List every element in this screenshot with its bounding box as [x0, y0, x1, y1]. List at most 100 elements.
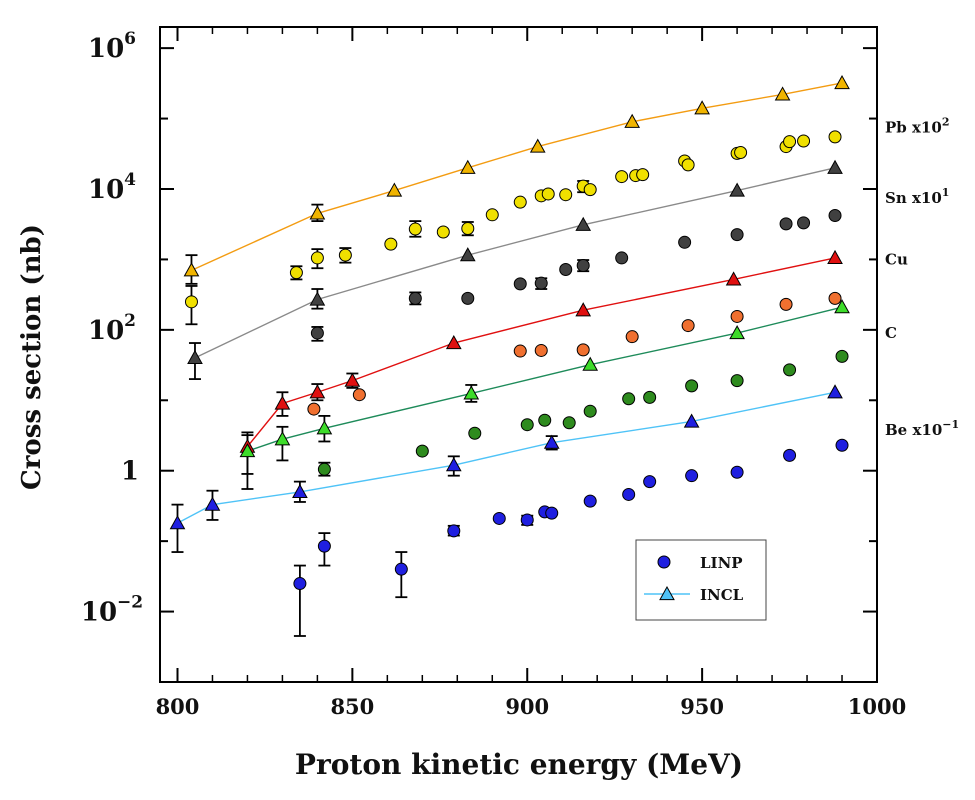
- y-tick-label: 102: [88, 311, 136, 346]
- linp-point: [615, 251, 629, 265]
- linp-point: [513, 195, 527, 209]
- linp-point: [415, 444, 429, 458]
- series-label: C: [885, 324, 897, 342]
- linp-point: [562, 416, 576, 430]
- linp-point: [622, 487, 636, 501]
- linp-point: [730, 228, 744, 242]
- linp-point: [184, 295, 198, 309]
- incl-point: [683, 413, 700, 428]
- incl-point: [725, 271, 742, 286]
- linp-point: [685, 379, 699, 393]
- linp-point: [492, 511, 506, 525]
- incl-point: [292, 483, 308, 499]
- linp-point: [779, 297, 793, 311]
- linp-point: [783, 448, 797, 462]
- incl-point: [445, 334, 462, 350]
- linp-point: [468, 426, 482, 440]
- incl-point: [445, 457, 462, 472]
- x-axis-title: Proton kinetic energy (MeV): [295, 748, 743, 781]
- linp-point: [310, 326, 324, 340]
- linp-point: [447, 524, 461, 538]
- linp-point: [513, 344, 527, 358]
- incl-point: [274, 431, 291, 446]
- x-tick-label: 1000: [848, 694, 906, 719]
- x-tick-label: 800: [156, 694, 200, 719]
- incl-point: [309, 384, 326, 399]
- linp-point: [583, 404, 597, 418]
- incl-point: [827, 159, 843, 174]
- linp-point: [678, 235, 692, 249]
- linp-point: [317, 462, 331, 476]
- linp-point: [307, 402, 321, 416]
- linp-point: [534, 276, 548, 290]
- linp-point: [685, 469, 699, 483]
- y-axis-title: Cross section (nb): [17, 224, 47, 490]
- linp-point: [625, 330, 639, 344]
- linp-point: [338, 248, 352, 262]
- legend-incl-marker: [659, 585, 675, 601]
- linp-point: [783, 135, 797, 149]
- linp-point: [615, 170, 629, 184]
- x-tick-label: 850: [330, 694, 374, 719]
- linp-point: [734, 145, 748, 159]
- incl-point: [575, 302, 592, 317]
- incl-point: [624, 113, 641, 128]
- linp-point: [779, 217, 793, 231]
- plot-frame: [159, 26, 878, 683]
- incl-point: [386, 182, 403, 197]
- series-label: Sn x101: [885, 186, 949, 207]
- linp-point: [622, 392, 636, 406]
- incl-point: [729, 182, 745, 197]
- linp-point: [513, 277, 527, 291]
- linp-point: [394, 562, 408, 576]
- legend-linp-label: LINP: [700, 554, 743, 572]
- linp-point: [408, 222, 422, 236]
- linp-point: [293, 577, 307, 591]
- incl-point: [204, 496, 221, 511]
- y-tick-label: 104: [88, 170, 136, 205]
- incl-point: [344, 372, 361, 387]
- y-tick-label: 10−2: [81, 593, 143, 628]
- linp-point: [583, 183, 597, 197]
- linp-point: [485, 208, 499, 222]
- linp-point: [828, 130, 842, 144]
- linp-point: [538, 413, 552, 427]
- incl-line: [194, 167, 836, 359]
- linp-point: [730, 374, 744, 388]
- linp-point: [681, 158, 695, 172]
- linp-point: [545, 506, 559, 520]
- incl-point: [529, 138, 546, 153]
- x-tick-label: 900: [505, 694, 549, 719]
- series-label: Pb x102: [885, 115, 949, 136]
- linp-point: [643, 475, 657, 489]
- incl-point: [827, 384, 843, 399]
- linp-point: [730, 309, 744, 323]
- linp-point: [461, 291, 475, 305]
- incl-line: [247, 306, 843, 452]
- incl-point: [239, 443, 256, 458]
- linp-point: [289, 266, 303, 280]
- legend-linp-marker: [657, 555, 671, 569]
- incl-point: [729, 325, 745, 340]
- legend-incl-label: INCL: [700, 586, 744, 604]
- linp-point: [310, 251, 324, 265]
- linp-point: [636, 168, 650, 182]
- linp-point: [520, 513, 534, 527]
- x-tick-label: 950: [680, 694, 724, 719]
- incl-point: [575, 216, 592, 231]
- linp-point: [583, 494, 597, 508]
- incl-point: [582, 356, 599, 371]
- linp-point: [352, 388, 366, 402]
- linp-point: [576, 258, 590, 272]
- y-tick-label: 1: [121, 457, 139, 487]
- linp-point: [783, 363, 797, 377]
- incl-point: [459, 247, 476, 262]
- linp-point: [461, 221, 475, 235]
- incl-point: [543, 434, 560, 449]
- linp-point: [835, 349, 849, 363]
- linp-point: [797, 216, 811, 230]
- series-label: Cu: [885, 250, 908, 268]
- linp-point: [643, 390, 657, 404]
- incl-point: [169, 515, 186, 530]
